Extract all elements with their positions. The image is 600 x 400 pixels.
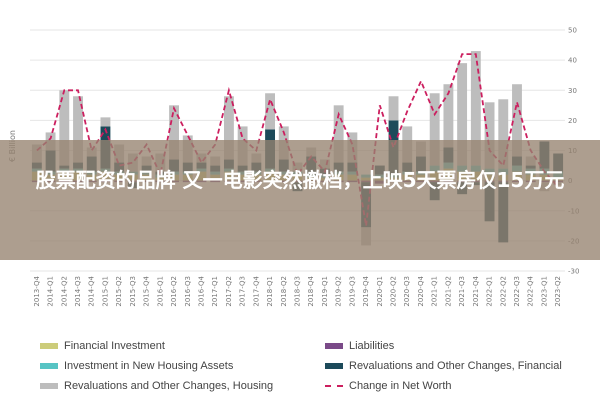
x-tick-label: 2017-Q3 [239,276,247,307]
x-tick-label: 2014-Q3 [74,276,82,307]
x-tick-label: 2013-Q4 [33,275,41,306]
x-tick-label: 2019-Q3 [348,276,356,307]
x-tick-label: 2018-Q2 [280,276,288,307]
x-tick-label: 2022-Q4 [527,275,535,306]
legend-dash [325,385,343,387]
bar-segment [59,90,70,166]
x-tick-label: 2021-Q2 [444,276,452,307]
x-tick-label: 2019-Q2 [335,276,343,307]
x-tick-label: 2017-Q4 [252,275,260,306]
x-tick-label: 2020-Q2 [390,276,398,307]
x-tick-label: 2018-Q1 [266,276,274,307]
x-tick-label: 2018-Q3 [294,276,302,307]
y-tick-label: 40 [568,57,577,65]
x-tick-label: 2015-Q3 [129,276,137,307]
legend-net-worth: Change in Net Worth [325,376,452,396]
y-tick-label: 50 [568,27,577,35]
legend-label: Financial Investment [64,340,165,352]
x-tick-label: 2014-Q2 [60,276,68,307]
y-tick-label: -30 [568,268,579,276]
bar-segment [73,96,83,163]
x-tick-label: 2017-Q2 [225,276,233,307]
legend-label: Revaluations and Other Changes, Financia… [349,360,562,372]
chart-legend: Financial Investment Liabilities Investm… [40,336,600,396]
x-tick-label: 2017-Q1 [211,276,219,307]
bar-segment [512,84,522,157]
x-tick-label: 2022-Q1 [486,276,494,307]
x-tick-label: 2014-Q4 [88,275,96,306]
legend-swatch [40,363,58,369]
bar-segment [429,93,440,166]
bar-segment [498,99,509,169]
bar-segment [443,84,454,148]
legend-label: Revaluations and Other Changes, Housing [64,380,274,392]
x-tick-label: 2023-Q1 [540,276,548,307]
legend-label: Liabilities [349,340,395,352]
x-tick-label: 2018-Q4 [307,275,315,306]
headline-text: 股票配资的品牌 又一电影突然撤档，上映5天票房仅15万元 [35,168,565,192]
legend-swatch [40,343,58,349]
headline-banner [0,140,600,260]
bar-segment [484,102,495,169]
legend-label: Investment in New Housing Assets [64,360,234,372]
x-tick-label: 2015-Q2 [115,276,123,307]
legend-financial-investment: Financial Investment [40,336,165,356]
x-tick-label: 2016-Q4 [198,275,206,306]
legend-swatch [40,383,58,389]
x-tick-label: 2016-Q2 [170,276,178,307]
x-tick-label: 2020-Q3 [403,276,411,307]
x-tick-label: 2016-Q1 [156,276,164,307]
legend-label: Change in Net Worth [349,380,452,392]
bar-segment [388,96,399,121]
legend-new-housing: Investment in New Housing Assets [40,356,233,376]
x-tick-label: 2015-Q4 [143,275,151,306]
x-tick-label: 2023-Q2 [554,276,562,307]
legend-reval-housing: Revaluations and Other Changes, Housing [40,376,273,396]
x-tick-label: 2022-Q2 [499,276,507,307]
x-tick-label: 2020-Q4 [417,275,425,306]
legend-reval-financial: Revaluations and Other Changes, Financia… [325,356,562,376]
x-tick-label: 2015-Q1 [101,276,109,307]
bar-segment [470,51,481,166]
x-tick-label: 2019-Q4 [362,275,370,306]
x-tick-label: 2021-Q1 [431,276,439,307]
x-tick-label: 2019-Q1 [321,276,329,307]
x-tick-label: 2020-Q1 [376,276,384,307]
legend-liabilities: Liabilities [325,336,394,356]
bar-segment [223,96,234,160]
legend-swatch [325,363,343,369]
bar-segment [265,93,276,130]
bar-segment [100,117,111,127]
x-tick-label: 2021-Q4 [472,275,480,306]
legend-swatch [325,343,343,349]
y-tick-label: 30 [568,87,577,95]
y-tick-label: 20 [568,117,577,125]
x-tick-labels: 2013-Q4 2014-Q1 2014-Q2 2014-Q3 2014-Q4 2015-… [33,275,562,306]
x-tick-label: 2016-Q3 [184,276,192,307]
x-tick-label: 2021-Q3 [458,276,466,307]
bar-segment [333,105,344,163]
bar-segment [169,105,179,160]
x-tick-label: 2022-Q3 [513,276,521,307]
bar-segment [457,63,468,166]
x-tick-label: 2014-Q1 [47,276,55,307]
